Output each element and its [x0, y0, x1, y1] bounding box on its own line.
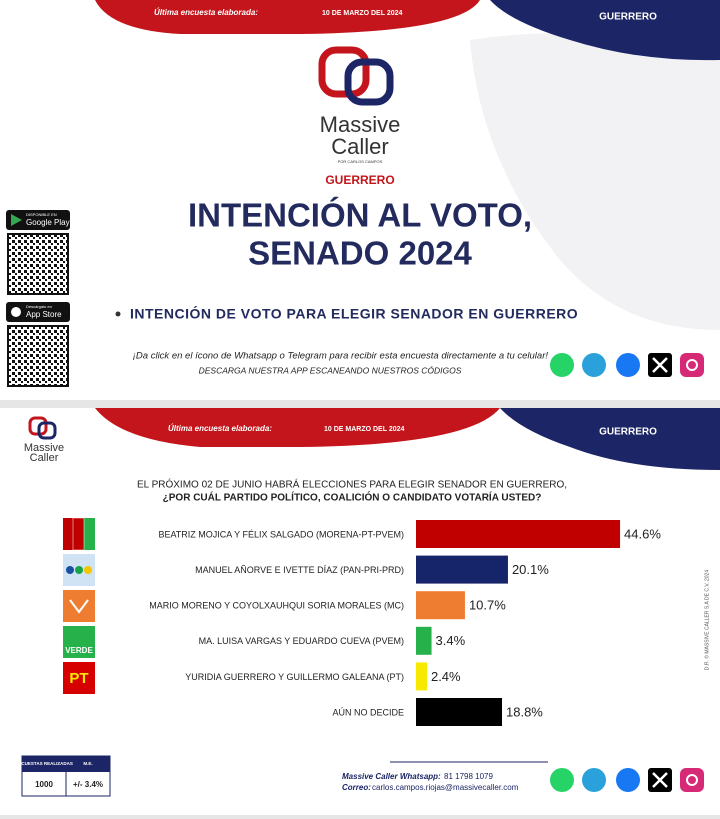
- table-cell: +/- 3.4%: [73, 780, 103, 789]
- slide-1: Última encuesta elaborada: 10 DE MARZO D…: [0, 0, 720, 400]
- category-label: MANUEL AÑORVE E IVETTE DÍAZ (PAN-PRI-PRD…: [195, 565, 404, 575]
- bar: [416, 626, 432, 655]
- title: SENADO 2024: [248, 235, 472, 272]
- category-label: BEATRIZ MOJICA Y FÉLIX SALGADO (MORENA-P…: [158, 529, 404, 539]
- qr-code: [7, 233, 69, 295]
- region: GUERRERO: [599, 427, 657, 438]
- bar: [416, 591, 465, 620]
- bar: [416, 662, 427, 691]
- value-label: 44.6%: [624, 526, 661, 541]
- store-badge[interactable]: [6, 302, 70, 322]
- svg-text:VERDE: VERDE: [65, 646, 93, 655]
- contact-label: Correo:: [342, 783, 371, 792]
- category-label: YURIDIA GUERRERO Y GUILLERMO GALEANA (PT…: [185, 672, 404, 682]
- bar-chart: BEATRIZ MOJICA Y FÉLIX SALGADO (MORENA-P…: [149, 520, 661, 726]
- table-header: ENCUESTAS REALIZADAS: [15, 761, 73, 766]
- category-label: MA. LUISA VARGAS Y EDUARDO CUEVA (PVEM): [199, 636, 404, 646]
- question: ¿POR CUÁL PARTIDO POLÍTICO, COALICIÓN O …: [163, 491, 542, 504]
- bar: [416, 698, 503, 726]
- logo-icon: [318, 46, 394, 106]
- qr-code: [7, 325, 69, 387]
- social-icons[interactable]: [550, 353, 704, 377]
- logo-text: Massive: [320, 112, 401, 137]
- store-name: App Store: [26, 310, 62, 319]
- logo-icon: [28, 416, 57, 440]
- store-small: DISPONIBLE EN: [26, 212, 57, 217]
- side-note: D.R. © MASSIVE CALLER S.A DE C.V. 2024: [703, 570, 710, 670]
- value-label: 20.1%: [512, 562, 549, 577]
- contact-label: Massive Caller Whatsapp:: [342, 772, 441, 781]
- value-label: 2.4%: [431, 669, 461, 684]
- svg-text:PT: PT: [69, 670, 88, 687]
- download: DESCARGA NUESTRA APP ESCANEANDO NUESTROS…: [199, 365, 462, 375]
- logo-text: Caller: [30, 452, 59, 464]
- category-label: AÚN NO DECIDE: [332, 707, 404, 717]
- store-small: Descárgalo en: [26, 304, 52, 309]
- store-name: Google Play: [26, 218, 70, 227]
- bar: [416, 555, 508, 584]
- bullet-dot: [115, 311, 121, 317]
- stats-table: ENCUESTAS REALIZADAS M.E. 1000 +/- 3.4%: [15, 755, 111, 797]
- value-label: 3.4%: [436, 633, 466, 648]
- party-icons: VERDE PT: [63, 517, 95, 694]
- social-icons[interactable]: [550, 768, 704, 792]
- table-header: M.E.: [83, 761, 92, 766]
- bar: [416, 520, 621, 548]
- category-label: MARIO MORENO Y COYOLXAUHQUI SORIA MORALE…: [149, 601, 404, 611]
- contact-value: carlos.campos.riojas@massivecaller.com: [372, 783, 519, 792]
- header-label: Última encuesta elaborada:: [168, 424, 272, 433]
- contact-value: 81 1798 1079: [444, 772, 493, 781]
- logo-subtext: POR CARLOS CAMPOS: [338, 159, 383, 164]
- logo-text: Caller: [331, 134, 388, 159]
- header-date: 10 DE MARZO DEL 2024: [322, 10, 403, 17]
- bullet: INTENCIÓN DE VOTO PARA ELEGIR SENADOR EN…: [130, 305, 578, 322]
- region: GUERRERO: [599, 12, 657, 23]
- title: INTENCIÓN AL VOTO,: [188, 197, 532, 234]
- table-cell: 1000: [35, 780, 53, 789]
- store-badge[interactable]: [6, 210, 70, 230]
- value-label: 18.8%: [506, 704, 543, 719]
- state: GUERRERO: [325, 173, 394, 187]
- logo-text: Massive: [24, 442, 64, 454]
- cta: ¡Da click en el ícono de Whatsapp o Tele…: [133, 351, 549, 362]
- header-label: Última encuesta elaborada:: [154, 8, 258, 17]
- question: EL PRÓXIMO 02 DE JUNIO HABRÁ ELECCIONES …: [137, 478, 567, 491]
- header-date: 10 DE MARZO DEL 2024: [324, 426, 405, 433]
- value-label: 10.7%: [469, 598, 506, 613]
- slide-2: Última encuesta elaborada: 10 DE MARZO D…: [0, 408, 720, 815]
